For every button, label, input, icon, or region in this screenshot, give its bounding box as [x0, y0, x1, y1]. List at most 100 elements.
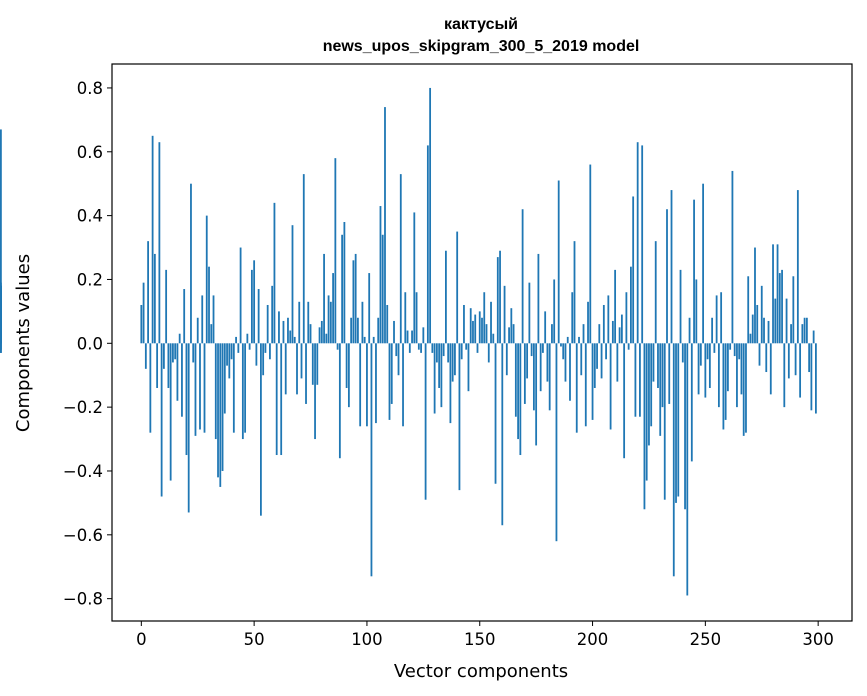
- bar: [280, 343, 283, 456]
- bar: [160, 343, 163, 497]
- bar: [679, 269, 682, 344]
- bar: [329, 301, 332, 344]
- bar: [571, 292, 574, 344]
- bar: [431, 343, 434, 353]
- bar: [149, 343, 152, 433]
- bar: [805, 317, 808, 344]
- bar: [632, 196, 635, 344]
- bar: [620, 314, 623, 344]
- y-tick-label: 0.8: [77, 79, 103, 98]
- y-tick-label: 0.4: [77, 207, 103, 226]
- bar: [309, 324, 312, 344]
- bar: [519, 343, 522, 456]
- bar: [284, 343, 287, 395]
- bar: [275, 343, 278, 456]
- bar: [478, 311, 481, 344]
- bar: [219, 343, 222, 487]
- bar: [217, 343, 219, 478]
- bar: [724, 343, 727, 420]
- bar: [311, 343, 314, 385]
- bar: [255, 343, 258, 366]
- bar: [223, 343, 226, 414]
- bar: [774, 298, 777, 344]
- bar: [174, 343, 177, 360]
- bar: [512, 324, 515, 344]
- bar: [273, 202, 276, 344]
- bar: [190, 183, 192, 344]
- x-axis-ticks: 0 50 100 150 200 250 300: [136, 621, 834, 649]
- bar: [539, 343, 542, 392]
- bar: [693, 199, 695, 344]
- bar: [422, 327, 425, 344]
- bar: [433, 343, 436, 414]
- bar: [460, 343, 463, 360]
- bar: [587, 301, 589, 344]
- bar: [627, 343, 630, 350]
- bar: [239, 247, 242, 344]
- bar: [0, 343, 2, 350]
- bar: [756, 304, 759, 344]
- bar: [336, 343, 339, 350]
- bar: [393, 320, 395, 344]
- x-tick-label: 0: [136, 630, 147, 649]
- bar: [785, 298, 788, 344]
- bar: [316, 343, 319, 385]
- bar: [241, 343, 244, 440]
- bar: [763, 317, 765, 344]
- bar: [244, 343, 247, 433]
- bar: [715, 295, 718, 344]
- bar: [645, 343, 648, 481]
- bar: [226, 343, 228, 366]
- bar: [248, 343, 251, 350]
- bar: [661, 343, 664, 408]
- bar: [514, 343, 517, 417]
- bar: [203, 343, 206, 433]
- bar: [237, 343, 240, 353]
- bar: [523, 343, 526, 404]
- bar: [199, 343, 201, 430]
- bar: [162, 343, 165, 369]
- bar: [510, 308, 513, 344]
- bar: [736, 343, 738, 408]
- bar: [503, 285, 506, 344]
- bar: [654, 241, 657, 344]
- bar: [194, 343, 197, 436]
- bar: [711, 317, 714, 344]
- bar: [442, 343, 445, 357]
- bar: [508, 327, 510, 344]
- bar: [314, 343, 316, 440]
- bar: [636, 142, 639, 344]
- bar: [153, 253, 156, 344]
- bar: [772, 244, 774, 344]
- bar: [323, 253, 325, 344]
- bar: [144, 343, 147, 369]
- bar: [749, 333, 752, 344]
- y-tick-label: −0.2: [63, 398, 103, 417]
- bar: [808, 343, 811, 373]
- bar: [790, 324, 792, 344]
- x-tick-label: 250: [690, 630, 722, 649]
- bar: [722, 343, 725, 430]
- bar: [172, 343, 174, 363]
- bar: [704, 343, 707, 398]
- bar: [232, 343, 235, 433]
- bar: [185, 343, 188, 456]
- bar: [271, 285, 274, 344]
- bar: [167, 343, 170, 388]
- bar: [494, 343, 497, 484]
- bar: [404, 292, 407, 344]
- bar: [702, 183, 704, 344]
- bar: [318, 327, 321, 344]
- bar: [363, 336, 366, 344]
- bar: [257, 289, 260, 344]
- bar: [605, 343, 607, 360]
- bar: [589, 164, 592, 344]
- bar: [733, 343, 736, 357]
- bar: [625, 292, 628, 344]
- bar: [341, 234, 344, 344]
- bar: [357, 317, 359, 344]
- bar: [293, 336, 296, 344]
- bar: [760, 285, 763, 344]
- bar: [666, 209, 668, 344]
- bar: [463, 304, 465, 344]
